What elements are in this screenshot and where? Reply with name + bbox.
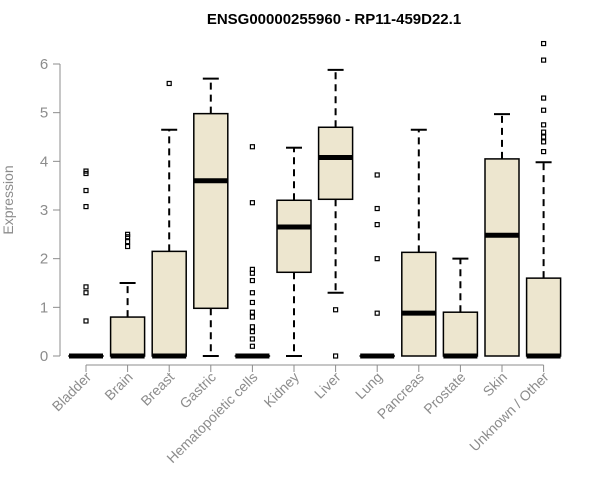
outlier-point	[249, 324, 255, 330]
outlier-point	[249, 290, 255, 296]
y-axis: 0 1 2 3 4 5 6	[40, 56, 61, 365]
outlier-point	[83, 284, 89, 290]
outlier-point	[83, 318, 89, 324]
box-rect	[151, 250, 187, 357]
box-rect	[276, 199, 312, 274]
outlier-point	[540, 134, 547, 140]
outlier-point	[249, 299, 255, 306]
y-tick-label: 3	[40, 202, 48, 219]
box-rect	[401, 251, 437, 357]
x-tick-label: Breast	[137, 369, 177, 409]
y-tick-label: 2	[40, 251, 48, 268]
outlier-point	[249, 314, 255, 320]
outlier-point	[540, 129, 547, 135]
box-kidney	[276, 146, 312, 357]
box-rect	[317, 126, 354, 201]
outlier-point	[540, 139, 547, 145]
y-tick-label: 1	[40, 299, 48, 316]
outlier-point	[83, 187, 89, 194]
outlier-point	[124, 243, 131, 250]
outlier-point	[83, 168, 89, 174]
x-tick-label: Kidney	[261, 369, 303, 411]
y-axis-label: Expression	[0, 165, 16, 234]
box-lung	[359, 172, 395, 359]
box-gastric	[193, 77, 229, 357]
outlier-point	[540, 95, 547, 101]
box-rect	[484, 158, 520, 357]
chart-title: ENSG00000255960 - RP11-459D22.1	[207, 11, 461, 28]
outlier-point	[374, 172, 380, 178]
outlier-point	[249, 200, 255, 206]
box-prostate	[442, 257, 479, 359]
outlier-point	[374, 256, 380, 262]
outlier-point	[249, 329, 255, 335]
box-rect	[109, 316, 146, 357]
box-liver	[317, 68, 354, 359]
box-skin	[484, 113, 520, 357]
outlier-point	[249, 309, 255, 315]
x-tick-label: Lung	[352, 369, 385, 402]
outlier-point	[83, 290, 89, 296]
outlier-point	[540, 40, 547, 47]
x-tick-label: Bladder	[49, 369, 95, 415]
y-tick-label: 0	[40, 348, 48, 365]
box-pancreas	[401, 128, 437, 357]
outlier-point	[540, 57, 547, 63]
outlier-point	[249, 343, 255, 349]
x-tick-label: Prostate	[420, 369, 468, 417]
box-bladder	[68, 168, 104, 359]
box-brain	[109, 231, 146, 359]
outlier-point	[374, 222, 380, 228]
box-unknown-other	[525, 40, 562, 359]
outlier-point	[124, 231, 131, 237]
outlier-point	[166, 80, 172, 87]
outlier-point	[249, 277, 255, 284]
x-tick-label: Unknown / Other	[466, 369, 552, 455]
box-breast	[151, 80, 187, 359]
outlier-point	[124, 239, 131, 245]
outlier-point	[374, 205, 380, 212]
x-tick-label: Brain	[101, 369, 135, 403]
y-tick-label: 6	[40, 56, 48, 73]
y-tick-label: 4	[40, 153, 48, 170]
box-rect	[193, 112, 229, 310]
y-tick-label: 5	[40, 105, 48, 122]
outlier-point	[83, 203, 89, 210]
outlier-point	[249, 336, 255, 342]
outlier-point	[333, 307, 339, 313]
box-rect	[442, 311, 479, 357]
outlier-point	[249, 266, 255, 272]
outlier-point	[249, 144, 255, 150]
boxes	[68, 40, 562, 359]
outlier-point	[374, 310, 380, 316]
box-rect	[525, 277, 562, 357]
box-hematopoietic-cells	[234, 144, 271, 359]
x-tick-label: Liver	[311, 369, 344, 402]
outlier-point	[540, 107, 547, 113]
outlier-point	[333, 353, 339, 359]
outlier-point	[540, 122, 547, 128]
x-tick-label: Skin	[480, 369, 511, 400]
outlier-point	[540, 149, 547, 155]
